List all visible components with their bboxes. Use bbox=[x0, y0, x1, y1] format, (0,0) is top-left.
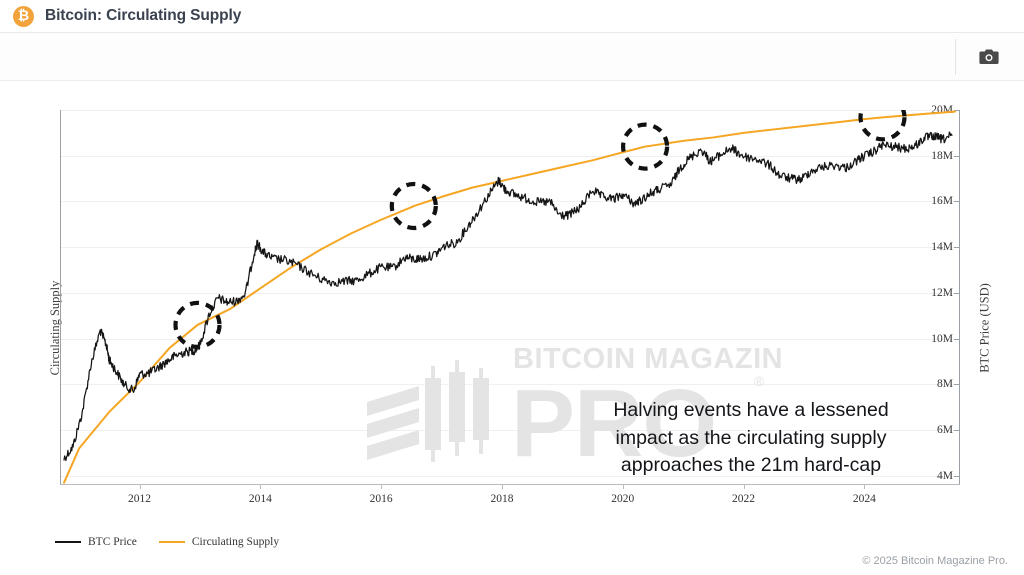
y-axis-left-tickmark bbox=[954, 155, 959, 157]
y-axis-left-tickmark bbox=[954, 384, 959, 386]
camera-icon-glyph bbox=[979, 49, 999, 64]
y-axis-left-tick-label: 4M bbox=[937, 469, 953, 482]
legend-swatch-circulating-supply bbox=[158, 540, 185, 544]
legend-label-circulating-supply: Circulating Supply bbox=[191, 536, 280, 548]
y-axis-left-tick-label: 6M bbox=[937, 424, 953, 437]
chart-legend: BTC Price Circulating Supply bbox=[55, 536, 279, 548]
gridline-horizontal bbox=[61, 475, 959, 477]
gridline-horizontal bbox=[61, 292, 959, 294]
y-axis-left-tickmark bbox=[954, 247, 959, 249]
y-axis-left-tick-label: 10M bbox=[931, 332, 953, 345]
halving-2016-circle bbox=[389, 181, 438, 231]
halving-2012-circle bbox=[173, 300, 222, 349]
series-circulating-supply bbox=[63, 110, 956, 484]
annotation-line-2: impact as the circulating supply bbox=[615, 426, 887, 449]
y-axis-left-tickmark bbox=[954, 475, 959, 477]
x-axis-tick-label: 2020 bbox=[611, 493, 635, 505]
y-axis-left-tickmark bbox=[954, 430, 959, 432]
gridline-horizontal bbox=[61, 155, 959, 157]
x-axis-tickmark bbox=[743, 485, 745, 489]
x-axis-tick-label: 2016 bbox=[369, 493, 393, 505]
chart-toolbar bbox=[0, 33, 1024, 81]
toolbar-divider bbox=[955, 39, 956, 75]
y-axis-title-right: BTC Price (USD) bbox=[977, 283, 992, 373]
x-axis-tickmark bbox=[260, 485, 262, 489]
gridline-horizontal bbox=[61, 338, 959, 340]
x-axis-tickmark bbox=[139, 485, 141, 489]
x-axis-tick-label: 2018 bbox=[490, 493, 514, 505]
footer-copyright: © 2025 Bitcoin Magazine Pro. bbox=[862, 555, 1008, 567]
y-axis-left-tick-label: 8M bbox=[937, 378, 953, 391]
y-axis-left-tickmark bbox=[954, 110, 959, 111]
x-axis-tickmark bbox=[622, 485, 624, 489]
x-axis-tickmark bbox=[501, 485, 503, 489]
halving-annotation-circles bbox=[173, 110, 907, 349]
annotation-line-3: approaches the 21m hard-cap bbox=[620, 454, 882, 477]
series-btc-price bbox=[63, 131, 953, 462]
y-axis-left-tickmark bbox=[954, 201, 959, 203]
x-axis-tickmark bbox=[864, 485, 866, 489]
page-title: Bitcoin: Circulating Supply bbox=[45, 7, 242, 24]
legend-item-btc-price[interactable]: BTC Price bbox=[55, 536, 137, 548]
y-axis-left-tickmark bbox=[954, 292, 959, 294]
halving-2020-circle bbox=[620, 122, 670, 171]
data-series-layer bbox=[63, 110, 956, 484]
x-axis-tick-label: 2022 bbox=[732, 493, 756, 505]
gridline-horizontal bbox=[61, 110, 959, 111]
y-axis-left-tick-label: 16M bbox=[931, 195, 953, 208]
legend-label-btc-price: BTC Price bbox=[88, 536, 137, 548]
x-axis-tick-label: 2014 bbox=[248, 493, 272, 505]
halving-2024-circle bbox=[858, 110, 907, 142]
gridline-horizontal bbox=[61, 247, 959, 249]
annotation-line-1: Halving events have a lessened bbox=[613, 399, 889, 421]
chart-annotation-text: Halving events have a lessened impact as… bbox=[561, 397, 941, 480]
x-axis-tick-label: 2024 bbox=[852, 493, 876, 505]
x-axis-tick-label: 2012 bbox=[128, 493, 152, 505]
page-header: ₿ Bitcoin: Circulating Supply bbox=[0, 0, 1024, 33]
chart-container: Circulating Supply BTC Price (USD) 4M 6M 8… bbox=[0, 81, 1024, 575]
legend-item-circulating-supply[interactable]: Circulating Supply bbox=[158, 536, 280, 548]
gridline-horizontal bbox=[61, 430, 959, 432]
y-axis-left-tick-label: 18M bbox=[931, 149, 953, 162]
gridline-horizontal bbox=[61, 201, 959, 203]
camera-icon[interactable] bbox=[979, 48, 999, 66]
legend-swatch-btc-price bbox=[55, 540, 81, 544]
y-axis-left-tick-label: 14M bbox=[931, 241, 953, 254]
x-axis-tickmark bbox=[381, 485, 383, 489]
y-axis-left-tick-label: 12M bbox=[931, 286, 953, 299]
bitcoin-icon: ₿ bbox=[13, 5, 34, 27]
y-axis-left-tickmark bbox=[954, 338, 959, 340]
gridline-horizontal bbox=[61, 384, 959, 386]
